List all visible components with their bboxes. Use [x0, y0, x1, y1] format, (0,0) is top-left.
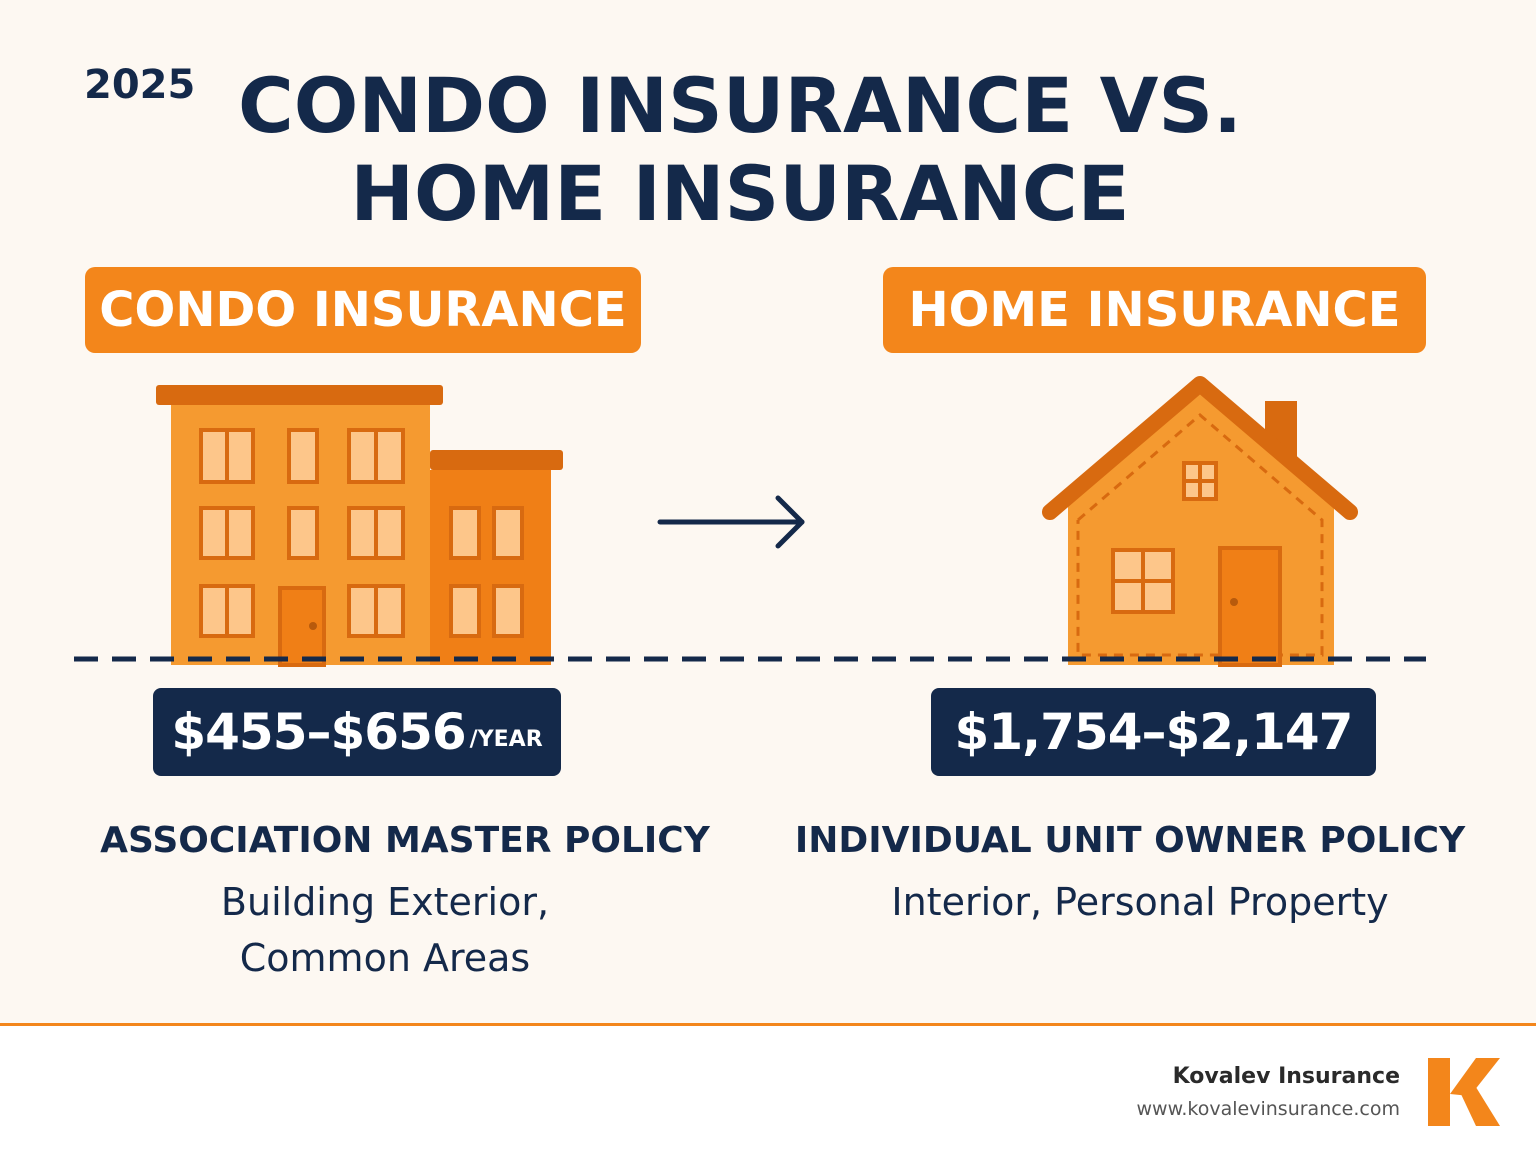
page-title-line1: CONDO INSURANCE VS. [238, 61, 1242, 150]
condo-policy-desc-line1: Building Exterior, [220, 880, 550, 924]
home-label-box: HOME INSURANCE [883, 267, 1426, 353]
footer-divider [0, 1023, 1536, 1026]
brand-name: Kovalev Insurance [1172, 1064, 1400, 1089]
condo-price-unit: /YEAR [469, 726, 543, 752]
home-price-box: $1,754–$2,147 [931, 688, 1376, 776]
arrow-right-icon [657, 495, 805, 549]
home-label: HOME INSURANCE [908, 282, 1401, 338]
home-policy-desc: Interior, Personal Property [891, 880, 1389, 924]
condo-price-box: $455–$656 /YEAR [153, 688, 561, 776]
condo-policy-desc-line2: Common Areas [239, 936, 531, 980]
condo-price: $455–$656 [171, 703, 466, 761]
condo-policy-title: ASSOCIATION MASTER POLICY [100, 820, 710, 861]
year-label: 2025 [84, 62, 196, 108]
house-icon [1042, 376, 1358, 667]
k-logo-icon [1428, 1058, 1500, 1126]
home-policy-title: INDIVIDUAL UNIT OWNER POLICY [794, 820, 1466, 861]
home-price: $1,754–$2,147 [954, 703, 1354, 761]
brand-url[interactable]: www.kovalevinsurance.com [1136, 1098, 1400, 1120]
footer [0, 1026, 1536, 1154]
page-title-line2: HOME INSURANCE [350, 149, 1130, 238]
illustration [74, 376, 1426, 667]
condo-label-box: CONDO INSURANCE [85, 267, 641, 353]
condo-label: CONDO INSURANCE [99, 282, 627, 338]
apartment-building-icon [156, 385, 563, 667]
